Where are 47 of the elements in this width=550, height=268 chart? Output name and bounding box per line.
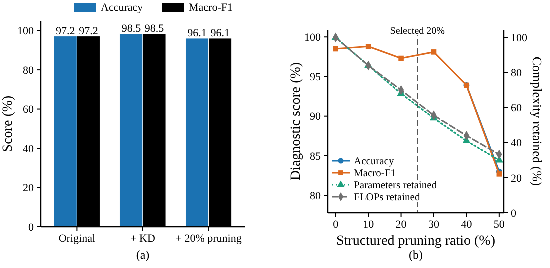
data-label: 96.1 bbox=[188, 27, 207, 40]
x-tick-label: 10 bbox=[363, 219, 375, 231]
point bbox=[431, 50, 437, 55]
point bbox=[366, 44, 372, 50]
legend-label: FLOPs retained bbox=[354, 192, 421, 204]
y-tick-label: 85 bbox=[310, 150, 322, 163]
data-label: 98.5 bbox=[122, 22, 142, 35]
y-tick-label: 100 bbox=[18, 26, 34, 38]
y2-tick-label: 60 bbox=[511, 102, 522, 115]
x-tick-label: + KD bbox=[130, 233, 156, 245]
data-label: 97.2 bbox=[79, 25, 98, 38]
legend-label: Accuracy bbox=[354, 156, 395, 168]
y-tick-label: 80 bbox=[23, 64, 34, 77]
y2-tick-label: 0 bbox=[511, 208, 517, 220]
point bbox=[496, 172, 502, 177]
y2-tick-label: 20 bbox=[511, 172, 522, 185]
legend-label: Macro-F1 bbox=[354, 168, 396, 180]
text: (b) bbox=[409, 248, 423, 262]
y-axis-title: Score (%) bbox=[1, 95, 16, 152]
data-label: 97.2 bbox=[56, 25, 76, 38]
x-axis-title: Structured pruning ratio (%) bbox=[336, 234, 496, 249]
x-tick-label: 30 bbox=[428, 219, 440, 231]
legend-label: Macro-F1 bbox=[189, 2, 233, 14]
x-tick-label: 50 bbox=[494, 219, 506, 231]
y-tick-label: 40 bbox=[23, 143, 34, 156]
y2-tick-label: 100 bbox=[511, 32, 528, 45]
x-tick-label: 0 bbox=[333, 219, 340, 231]
y-tick-label: 90 bbox=[310, 111, 322, 124]
y-tick-label: 60 bbox=[23, 104, 34, 116]
data-label: 98.5 bbox=[144, 22, 165, 35]
y-tick-label: 95 bbox=[310, 72, 322, 84]
point bbox=[398, 56, 404, 62]
x-tick-label: + 20% pruning bbox=[176, 233, 242, 245]
y2-tick-label: 80 bbox=[511, 68, 522, 80]
y2-tick-label: 40 bbox=[511, 138, 522, 150]
data-label: 96.1 bbox=[210, 27, 230, 40]
y-tick-label: 20 bbox=[23, 182, 34, 195]
y-axis-title: Diagnostic score (%) bbox=[289, 62, 304, 181]
y2-axis-title: Complexity retained (%) bbox=[530, 56, 545, 186]
x-tick-label: 20 bbox=[396, 219, 408, 231]
y-tick-label: 100 bbox=[304, 32, 322, 44]
x-tick-label: Original bbox=[58, 233, 96, 245]
point bbox=[333, 46, 338, 52]
x-tick-label: 40 bbox=[461, 219, 473, 231]
y-tick-label: 80 bbox=[310, 190, 322, 202]
text: (a) bbox=[136, 248, 150, 262]
legend-label: Accuracy bbox=[101, 2, 144, 14]
